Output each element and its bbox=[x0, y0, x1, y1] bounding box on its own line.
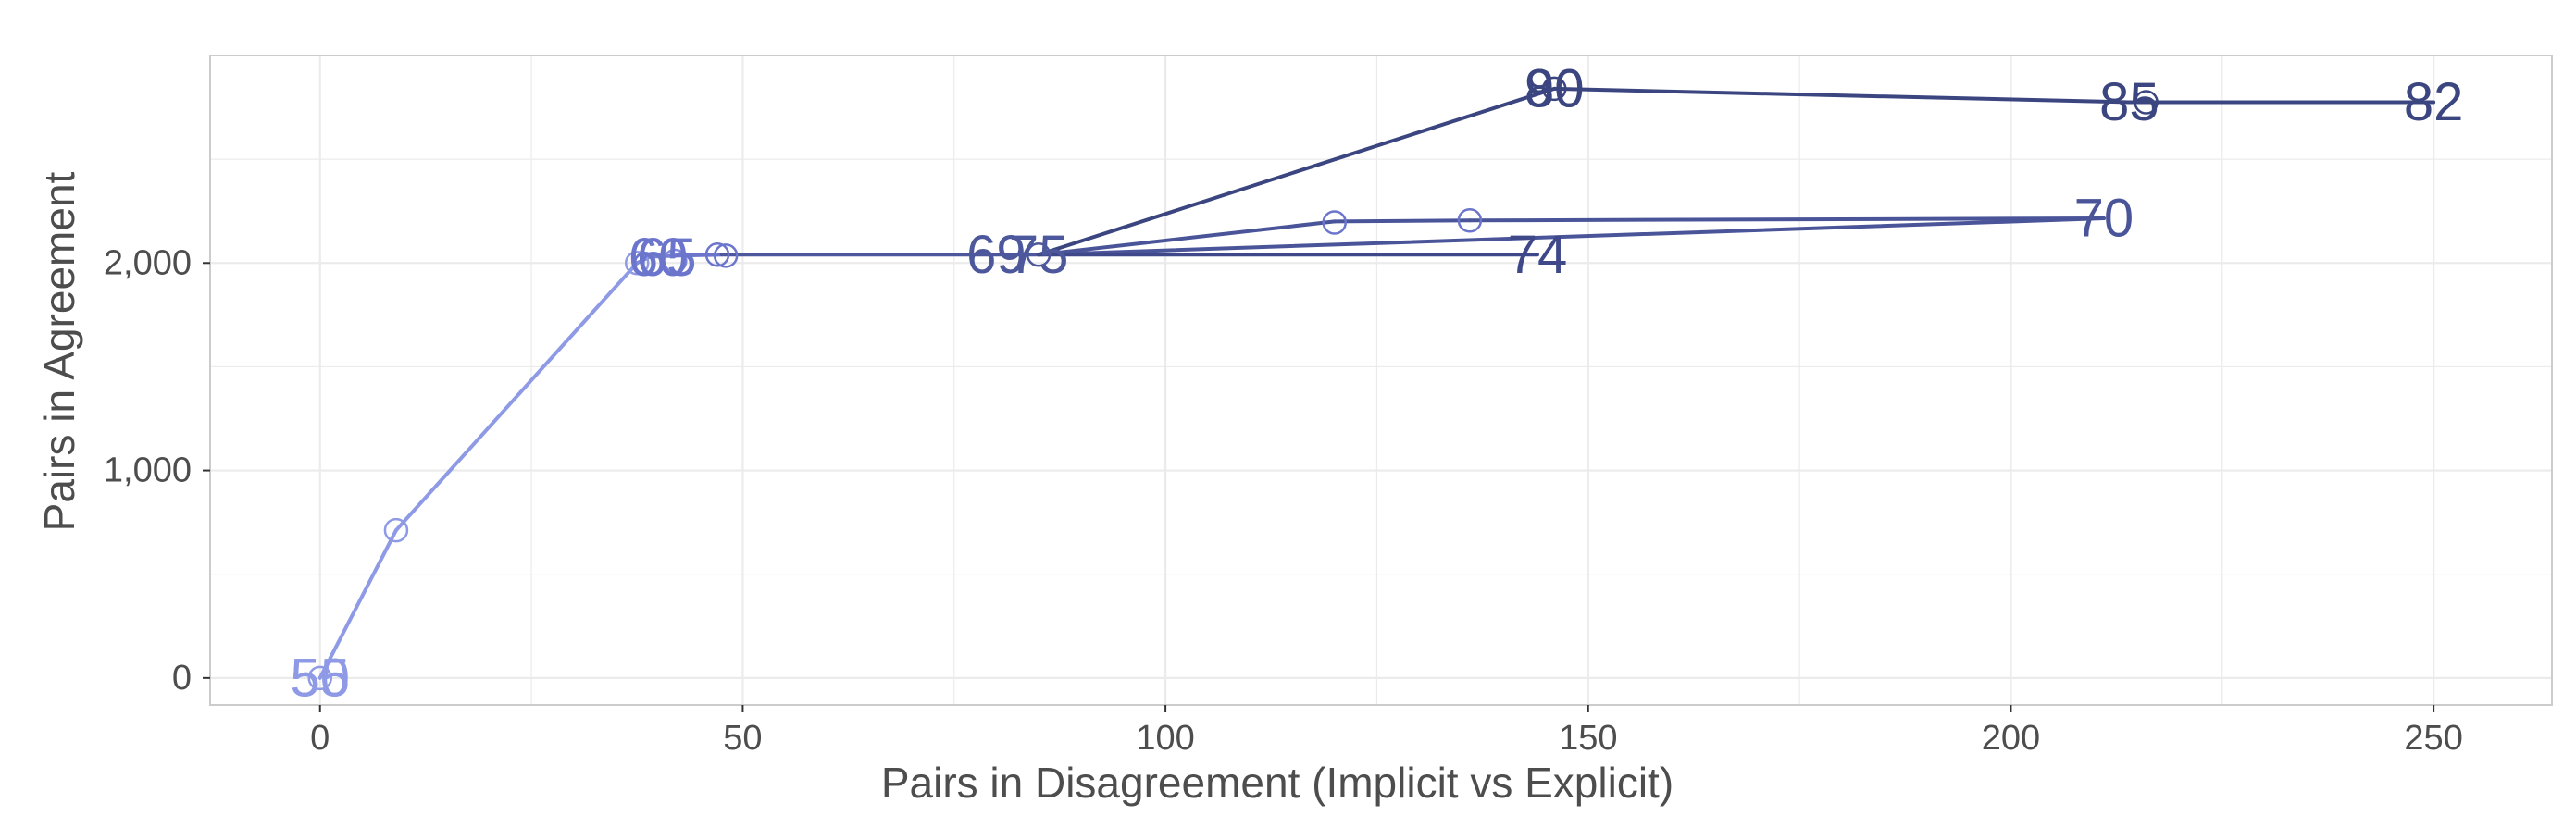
points-layer bbox=[307, 76, 2159, 691]
x-tick-label: 150 bbox=[1559, 719, 1617, 758]
y-axis-title: Pairs in Agreement bbox=[35, 171, 83, 531]
data-point bbox=[1322, 210, 1348, 235]
series-layer bbox=[317, 86, 2436, 680]
y-tick-label: 2,000 bbox=[104, 243, 192, 282]
point-label: 74 bbox=[1508, 225, 1568, 285]
data-point bbox=[1457, 208, 1483, 233]
x-axis-ticks: 0 50 100 150 200 250 bbox=[310, 705, 2463, 758]
data-point bbox=[663, 248, 688, 274]
x-tick-label: 0 bbox=[310, 719, 330, 758]
x-tick-label: 200 bbox=[1982, 719, 2040, 758]
y-axis-ticks: 0 1,000 2,000 bbox=[104, 243, 210, 698]
panel-border bbox=[209, 55, 2553, 706]
data-point bbox=[2134, 90, 2159, 115]
data-point bbox=[1541, 76, 1567, 102]
line-segment bbox=[1332, 218, 1472, 224]
y-tick-label: 0 bbox=[172, 659, 192, 698]
data-point bbox=[307, 665, 332, 691]
point-label: 60 bbox=[628, 228, 689, 288]
data-point bbox=[1026, 242, 1052, 267]
point-label: 75 bbox=[1009, 225, 1069, 285]
point-label: 90 bbox=[1524, 58, 1585, 118]
point-label: 50 bbox=[290, 648, 350, 708]
line-segment bbox=[1037, 216, 2106, 257]
data-point bbox=[624, 251, 650, 276]
point-label: 70 bbox=[2074, 189, 2134, 249]
point-label: 55 bbox=[290, 648, 350, 708]
point-label: 69 bbox=[966, 225, 1027, 285]
line-segment bbox=[1037, 219, 1337, 257]
x-axis-title: Pairs in Disagreement (Implicit vs Expli… bbox=[881, 759, 1674, 807]
data-point bbox=[713, 243, 739, 268]
point-label: 82 bbox=[2404, 72, 2464, 132]
data-point bbox=[704, 242, 730, 267]
line-segment bbox=[1552, 86, 2132, 105]
line-segment bbox=[1467, 216, 2106, 223]
grid-layer bbox=[210, 56, 2552, 705]
x-tick-label: 250 bbox=[2404, 719, 2462, 758]
line-segment bbox=[1037, 86, 1557, 257]
x-tick-label: 100 bbox=[1136, 719, 1194, 758]
data-point bbox=[383, 517, 409, 543]
y-tick-label: 1,000 bbox=[104, 451, 192, 490]
x-tick-label: 50 bbox=[723, 719, 762, 758]
line-segment bbox=[393, 261, 640, 533]
line-segment bbox=[647, 253, 678, 259]
line-segment bbox=[317, 528, 398, 680]
point-label: 65 bbox=[637, 228, 697, 288]
point-label: 80 bbox=[1524, 58, 1585, 118]
point-label: 85 bbox=[2099, 72, 2159, 132]
